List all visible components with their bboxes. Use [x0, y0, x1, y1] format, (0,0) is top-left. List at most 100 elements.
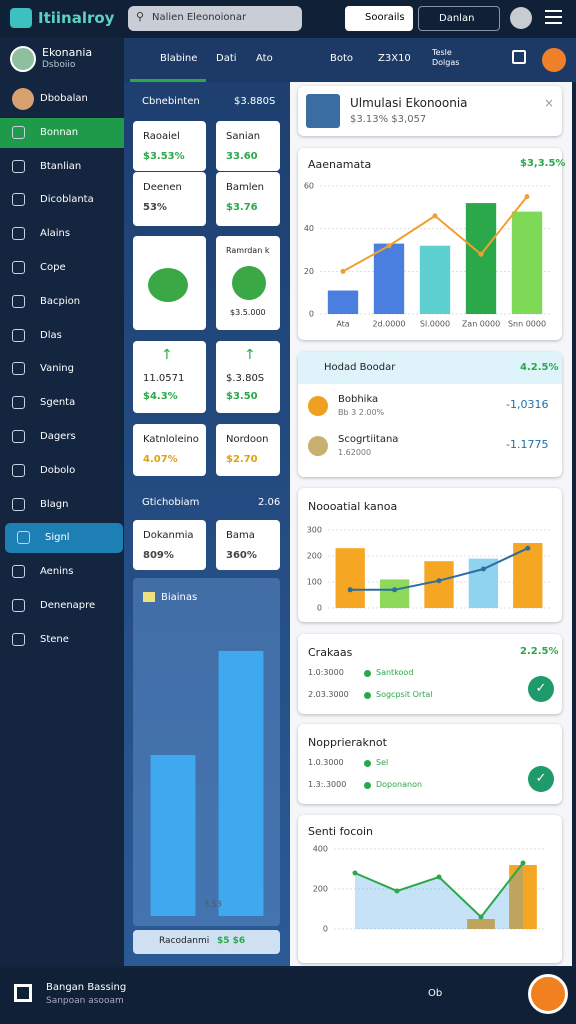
nav-item[interactable]: Cope [0, 253, 124, 283]
nav-item[interactable]: Stene [0, 625, 124, 655]
check-button[interactable]: ✓ [528, 676, 554, 702]
row-icon [308, 436, 328, 456]
nav-item[interactable]: Btanlian [0, 152, 124, 182]
search-button[interactable]: Soorails [345, 6, 413, 31]
menu-icon[interactable] [545, 10, 562, 24]
tab[interactable]: Boto [330, 53, 354, 64]
nav-item[interactable]: Bonnan [0, 117, 124, 148]
nav-item[interactable]: Bacpion [0, 287, 124, 317]
stat-card[interactable]: ↑ 11.0571 $4.3% [133, 341, 206, 413]
nav-icon [17, 531, 30, 545]
nav-label: Bonnan [40, 126, 79, 138]
nav-item[interactable]: Dicoblanta [0, 185, 124, 215]
card-value: $4.3% [143, 391, 178, 402]
bar [373, 243, 405, 314]
check-button[interactable]: ✓ [528, 766, 554, 792]
icon-card[interactable] [133, 236, 206, 330]
card-value: 4.07% [143, 454, 178, 465]
footer-bar: Racodanmi $5 $6 [133, 930, 280, 954]
stat-card[interactable]: Bama 360% [216, 520, 280, 570]
row-date: 1.0.3000 [308, 758, 344, 767]
stat-card[interactable]: Katnloleino 4.07% [133, 424, 206, 476]
chart: 0 100 200 300 [307, 526, 550, 613]
card-title: Crakaas [308, 646, 353, 659]
section-title: Gtichobiam [142, 497, 200, 508]
icon-card[interactable]: Ramrdan k $3.5.000 [216, 236, 280, 330]
x-tick-label: Ata [336, 320, 349, 329]
point [436, 874, 442, 880]
stat-card[interactable]: Dokanmia 809% [133, 520, 206, 570]
tab-bar: Blabine Dati Ato Boto Z3X10 Tesle Dolgas [124, 38, 576, 82]
y-tick-label: 60 [304, 182, 314, 191]
tab[interactable]: Z3X10 [378, 53, 411, 64]
chart-icon [143, 592, 155, 602]
stat-card[interactable]: Raoaiel $3.53% [133, 121, 206, 171]
logo-icon [10, 8, 32, 28]
row-name: Scogrtiitana [338, 434, 399, 445]
nav-item[interactable]: Signl [5, 523, 123, 554]
row-name: Bobhika [338, 394, 379, 405]
row-dot [364, 760, 371, 767]
nav-label: Dbobalan [40, 93, 88, 104]
point [478, 251, 484, 257]
nav-label: Dagers [40, 431, 76, 442]
nav-label: Vaning [40, 363, 74, 375]
chart-title: Noooatial kanoa [308, 500, 398, 513]
tab[interactable]: Blabine [160, 53, 198, 64]
stat-card[interactable]: Deenen 53% [133, 172, 206, 226]
y-tick-label: 200 [313, 885, 328, 894]
nav-icon [12, 632, 25, 646]
row-name: Sel [376, 758, 389, 767]
stat-card[interactable]: ↑ $.3.80S $3.50 [216, 341, 280, 413]
tab-underline [130, 79, 206, 82]
nav-item[interactable]: Dagers [0, 422, 124, 452]
nav-item[interactable]: Denenapre [0, 591, 124, 621]
row-name: Santkood [376, 668, 414, 677]
y-tick-label: 0 [317, 604, 322, 613]
close[interactable]: × [544, 96, 555, 110]
stat-card[interactable]: Nordoon $2.70 [216, 424, 280, 476]
bottom-avatar[interactable] [528, 974, 568, 1014]
tab[interactable]: Ato [256, 53, 273, 64]
tab[interactable]: Tesle Dolgas [432, 48, 460, 67]
row-icon [308, 396, 328, 416]
bar [424, 561, 454, 608]
x-tick-label: Zan 0000 [462, 320, 500, 329]
row-dot [364, 670, 371, 677]
nav-item[interactable]: Sgenta [0, 388, 124, 418]
card-value: 809% [143, 550, 174, 561]
bar [465, 203, 497, 314]
row-value: -1,0316 [506, 398, 549, 411]
nav-item[interactable]: Blagn [0, 490, 124, 520]
nav-item[interactable]: Vaning [0, 354, 124, 384]
dropdown[interactable]: Danlan [418, 6, 500, 31]
card-value: $3.53% [143, 151, 185, 162]
tab[interactable]: Dati [216, 53, 237, 64]
list-card: Hodad Boodar 4.2.5% Bobhika Bb 3 2.00% -1,… [298, 352, 562, 477]
row-name: Sogcpsit Ortal [376, 690, 433, 699]
grid-icon[interactable] [14, 984, 32, 1002]
area [355, 863, 523, 929]
nav-item[interactable]: Dobolo [0, 456, 124, 486]
nav-item[interactable]: Dbobalan [0, 84, 124, 114]
nav-item[interactable]: Aenins [0, 557, 124, 587]
bottom-button[interactable]: Ob [428, 988, 443, 999]
card-title: Bama [226, 530, 255, 541]
arrow-icon: ↑ [244, 347, 256, 363]
card-title: Ramrdan k [226, 246, 270, 255]
nav-item[interactable]: Dlas [0, 321, 124, 351]
chart-card: Senti focoin 0 200 400 [298, 815, 562, 963]
x-tick-label: Sl.0000 [420, 320, 450, 329]
search-box[interactable]: ⚲ Nalien Eleonoionar [128, 6, 302, 31]
chart-value: $3,3.5% [520, 158, 566, 169]
tab-icon[interactable] [542, 48, 566, 72]
avatar[interactable] [510, 7, 532, 29]
row-dot [364, 692, 371, 699]
nav-item[interactable]: Alains [0, 219, 124, 249]
card-title: Bamlen [226, 182, 264, 193]
profile-photo [306, 94, 340, 128]
stat-card[interactable]: Bamlen $3.76 [216, 172, 280, 226]
tab-icon[interactable] [512, 50, 526, 64]
stat-card[interactable]: Sanian 33.60 [216, 121, 280, 171]
card-value: $3.5.000 [230, 308, 266, 317]
